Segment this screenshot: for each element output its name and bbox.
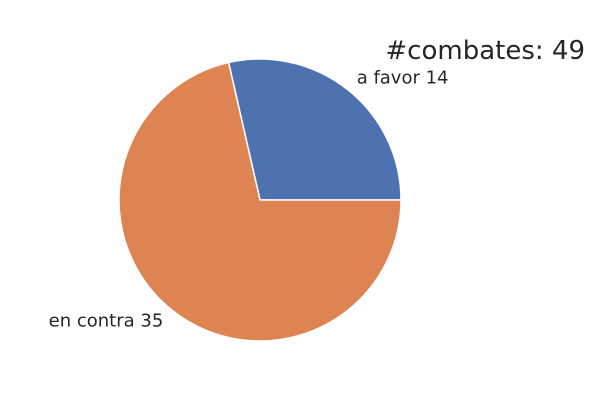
slice-label-1: en contra 35 <box>49 310 164 331</box>
pie-slice-0 <box>227 58 402 201</box>
pie-slices <box>118 58 402 342</box>
pie-slice-1 <box>118 61 402 342</box>
chart-title: #combates: 49 <box>385 36 585 66</box>
slice-label-0: a favor 14 <box>357 68 449 89</box>
slice-labels: a favor 14 en contra 35 <box>49 68 449 332</box>
